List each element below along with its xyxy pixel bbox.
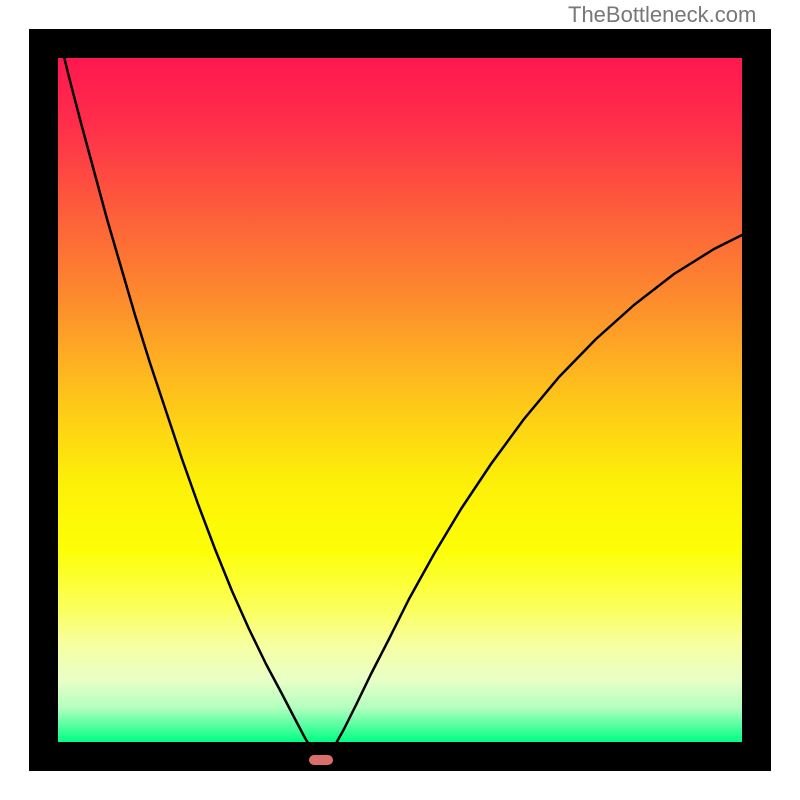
gradient-background — [58, 58, 742, 742]
minimum-marker — [309, 755, 333, 765]
bottleneck-chart — [0, 0, 800, 800]
